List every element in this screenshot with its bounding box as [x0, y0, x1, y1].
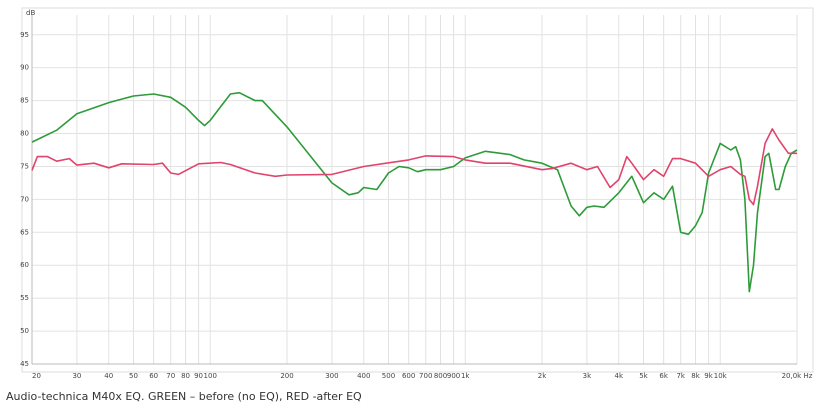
- y-tick-label: 85: [20, 97, 29, 105]
- y-tick-label: 55: [20, 294, 29, 302]
- x-tick-label: 100: [204, 372, 217, 380]
- x-tick-label: 60: [149, 372, 158, 380]
- x-tick-label: 4k: [615, 372, 624, 380]
- y-tick-label: 60: [20, 261, 29, 269]
- x-tick-label: 7k: [676, 372, 685, 380]
- frame: [21, 7, 814, 373]
- x-tick-label: 10k: [714, 372, 728, 380]
- x-tick-label: 3k: [583, 372, 592, 380]
- y-tick-label: 90: [20, 64, 29, 72]
- x-tick-label: 200: [280, 372, 293, 380]
- x-tick-label: 800: [434, 372, 447, 380]
- x-tick-label: 30: [72, 372, 81, 380]
- x-tick-label: 80: [181, 372, 190, 380]
- x-tick-label: 9k: [704, 372, 713, 380]
- y-tick-label: 80: [20, 130, 29, 138]
- y-unit: dB: [26, 9, 35, 17]
- series-line: [31, 91, 798, 293]
- x-tick-label: 20,0k Hz: [782, 372, 813, 380]
- x-tick-label: 20: [32, 372, 41, 380]
- x-tick-label: 1k: [461, 372, 470, 380]
- y-tick-label: 65: [20, 228, 29, 236]
- x-tick-label: 700: [419, 372, 432, 380]
- x-tick-label: 2k: [538, 372, 547, 380]
- x-tick-label: 70: [166, 372, 175, 380]
- y-tick-label: 70: [20, 195, 29, 203]
- x-tick-label: 40: [104, 372, 113, 380]
- x-tick-label: 50: [129, 372, 138, 380]
- y-tick-label: 50: [20, 327, 29, 335]
- x-tick-label: 90: [194, 372, 203, 380]
- x-tick-label: 400: [357, 372, 370, 380]
- x-tick-label: 5k: [639, 372, 648, 380]
- y-tick-label: 95: [20, 31, 29, 39]
- y-tick-label: 45: [20, 360, 29, 368]
- x-tick-label: 500: [382, 372, 395, 380]
- x-tick-label: 300: [325, 372, 338, 380]
- caption: Audio-technica M40x EQ. GREEN – before (…: [6, 390, 362, 403]
- x-tick-label: 900: [447, 372, 460, 380]
- x-tick-label: 8k: [691, 372, 700, 380]
- x-tick-label: 6k: [659, 372, 668, 380]
- series-line: [31, 128, 797, 206]
- x-tick-label: 600: [402, 372, 415, 380]
- y-tick-label: 75: [20, 162, 29, 170]
